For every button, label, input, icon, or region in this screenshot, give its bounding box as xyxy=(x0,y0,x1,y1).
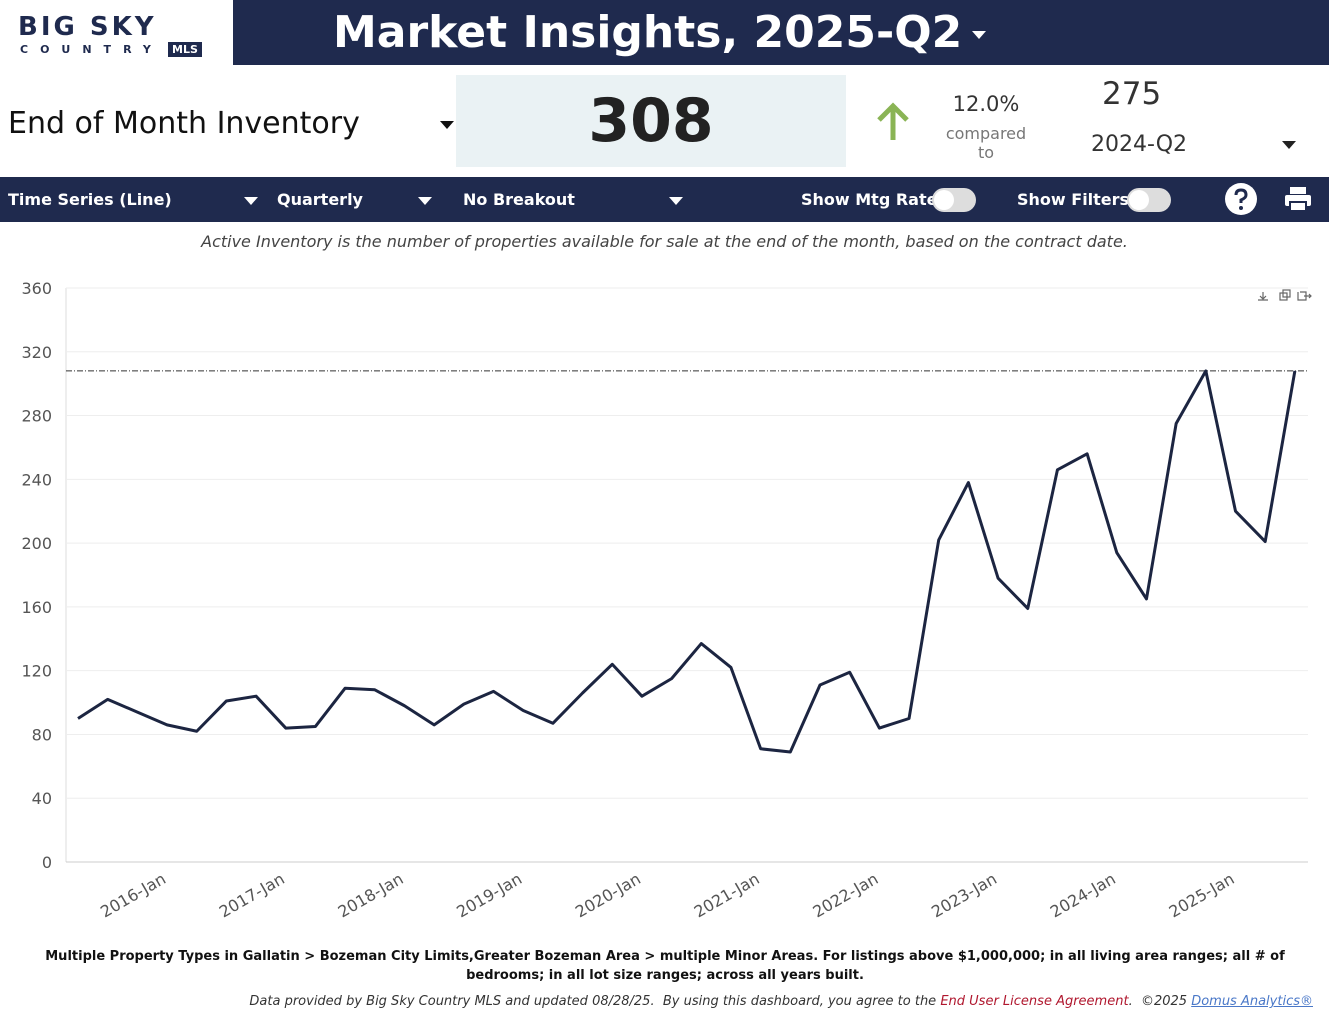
filters-toggle[interactable] xyxy=(1127,188,1171,212)
header-title[interactable]: Market Insights, 2025-Q2 xyxy=(333,6,986,60)
x-tick-label: 2022-Jan xyxy=(809,869,881,921)
y-tick-label: 320 xyxy=(21,343,52,362)
logo-badge: MLS xyxy=(168,42,202,57)
y-tick-label: 40 xyxy=(32,789,52,808)
y-tick-label: 120 xyxy=(21,662,52,681)
logo: BIG SKY COUNTRY MLS xyxy=(0,0,233,65)
x-tick-label: 2023-Jan xyxy=(928,869,1000,921)
filters-label: Show Filters: xyxy=(1017,190,1136,209)
chart: 0 40 80 120 160 200 240 280 320 360 2016-Jan 2017-J… xyxy=(21,279,1312,921)
x-tick-label: 2017-Jan xyxy=(216,869,288,921)
y-tick-label: 80 xyxy=(32,725,52,744)
breakout-text: No Breakout xyxy=(463,190,575,209)
credit-text: Data provided by Big Sky Country MLS and… xyxy=(249,994,941,1009)
metric-name[interactable]: End of Month Inventory xyxy=(8,106,454,141)
y-tick-label: 280 xyxy=(21,407,52,426)
x-tick-label: 2016-Jan xyxy=(97,869,169,921)
description: Active Inventory is the number of proper… xyxy=(201,232,1128,251)
metric-name-text: End of Month Inventory xyxy=(8,106,360,141)
x-tick-label: 2020-Jan xyxy=(572,869,644,921)
series-line xyxy=(77,369,1297,754)
y-tick-label: 0 xyxy=(42,853,52,872)
x-tick-label: 2024-Jan xyxy=(1047,869,1119,921)
y-tick-label: 360 xyxy=(21,279,52,298)
compare-period-text: 2024-Q2 xyxy=(1091,132,1188,157)
mtg-rate-label: Show Mtg Rate: xyxy=(801,190,944,209)
x-tick-label: 2021-Jan xyxy=(691,869,763,921)
help-button[interactable] xyxy=(1224,182,1258,216)
interval-select[interactable]: Quarterly xyxy=(277,177,432,222)
filter-summary: Multiple Property Types in Gallatin > Bo… xyxy=(45,949,1285,983)
breakout-select[interactable]: No Breakout xyxy=(463,177,683,222)
change: 12.0% xyxy=(952,92,1020,116)
compare-value: 275 xyxy=(1102,76,1162,112)
x-tick-label: 2025-Jan xyxy=(1166,869,1238,921)
credit: Data provided by Big Sky Country MLS and… xyxy=(249,994,1313,1009)
compare-period[interactable]: 2024-Q2 xyxy=(1091,132,1296,157)
up-arrow xyxy=(877,102,909,140)
compared-to: compared to xyxy=(945,124,1027,162)
chart-tools[interactable] xyxy=(1258,289,1312,301)
x-tick-label: 2019-Jan xyxy=(453,869,525,921)
y-tick-label: 240 xyxy=(21,470,52,489)
eula-link[interactable]: End User License Agreement xyxy=(940,994,1129,1009)
x-tick-label: 2018-Jan xyxy=(335,869,407,921)
vendor-link[interactable]: Domus Analytics® xyxy=(1191,994,1313,1009)
chart-type-select[interactable]: Time Series (Line) xyxy=(8,177,258,222)
logo-top: BIG SKY xyxy=(18,12,157,42)
copyright: . ©2025 xyxy=(1128,994,1192,1009)
interval-text: Quarterly xyxy=(277,190,363,209)
print-button[interactable] xyxy=(1284,186,1312,212)
chart-type-text: Time Series (Line) xyxy=(8,190,172,209)
mtg-rate-toggle[interactable] xyxy=(932,188,976,212)
y-tick-label: 200 xyxy=(21,534,52,553)
header: Market Insights, 2025-Q2 xyxy=(233,0,1329,65)
logo-bottom: COUNTRY xyxy=(20,43,163,56)
metric-value: 308 xyxy=(456,75,846,167)
y-tick-label: 160 xyxy=(21,598,52,617)
